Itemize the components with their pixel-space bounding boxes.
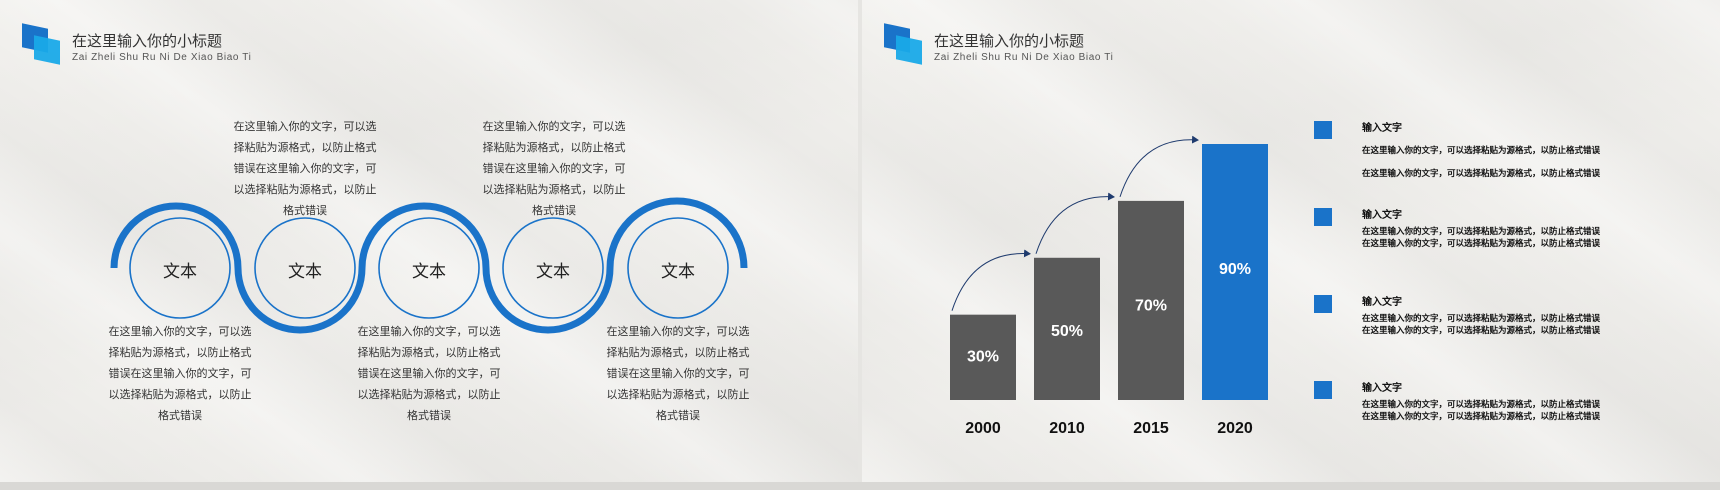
bar-value-label: 70% xyxy=(1135,297,1167,314)
bar-2000 xyxy=(950,314,1016,400)
wave-circles-graphic xyxy=(110,197,748,334)
circle-2 xyxy=(254,217,356,319)
legend-square-icon xyxy=(1314,295,1332,313)
top-paragraph-2: 在这里输入你的文字，可以选 择粘贴为源格式，以防止格式 错误在这里输入你的文字，可以… xyxy=(482,121,626,217)
legend-text-line: 在这里输入你的文字，可以选择粘贴为源格式，以防止格式错误 xyxy=(1362,313,1601,323)
left-slide: 在这里输入你的小标题 Zai Zheli Shu Ru Ni De Xiao B… xyxy=(0,0,858,482)
growth-arrow xyxy=(1035,192,1115,254)
legend-square-icon xyxy=(1314,381,1332,399)
wave-arc-1 xyxy=(110,202,242,269)
legend-title: 输入文字 xyxy=(1362,297,1402,308)
page-title: 在这里输入你的小标题 xyxy=(934,33,1085,50)
bottom-paragraph-1: 在这里输入你的文字，可以选 择粘贴为源格式，以防止格式 错误在这里输入你的文字，可以… xyxy=(108,326,252,422)
category-label: 2000 xyxy=(965,420,1001,437)
growth-arrow xyxy=(1119,135,1199,198)
legend-title: 输入文字 xyxy=(1362,123,1402,134)
bar-chart: 30% 2000 50% 2010 70% 2015 90% 2020 xyxy=(950,135,1268,437)
circle-label-3: 文本 xyxy=(412,262,446,281)
growth-arrow xyxy=(951,249,1031,311)
wave-arc-4 xyxy=(482,267,614,334)
bottom-paragraph-2: 在这里输入你的文字，可以选 择粘贴为源格式，以防止格式 错误在这里输入你的文字，可以… xyxy=(357,326,501,422)
category-label: 2010 xyxy=(1049,420,1085,437)
bar-2015 xyxy=(1118,200,1184,400)
bar-value-label: 50% xyxy=(1051,323,1083,340)
legend-square-icon xyxy=(1314,121,1332,139)
page-title: 在这里输入你的小标题 xyxy=(72,33,223,50)
circle-label-4: 文本 xyxy=(536,262,570,281)
bar-value-label: 90% xyxy=(1219,261,1251,278)
legend-title: 输入文字 xyxy=(1362,210,1402,221)
category-label: 2015 xyxy=(1133,420,1169,437)
wave-arc-5 xyxy=(606,197,748,269)
wave-arc-2 xyxy=(234,267,366,334)
legend-square-icon xyxy=(1314,208,1332,226)
legend-text-line: 在这里输入你的文字，可以选择粘贴为源格式，以防止格式错误 xyxy=(1362,238,1601,248)
circle-5 xyxy=(627,217,729,319)
circle-3 xyxy=(378,217,480,319)
bar-2020 xyxy=(1202,144,1268,400)
legend-text-line: 在这里输入你的文字，可以选择粘贴为源格式，以防止格式错误 xyxy=(1362,226,1601,236)
bar-value-label: 30% xyxy=(967,349,999,366)
bar-2010 xyxy=(1034,257,1100,400)
right-slide: 在这里输入你的小标题 Zai Zheli Shu Ru Ni De Xiao B… xyxy=(862,0,1720,482)
legend-text-line: 在这里输入你的文字，可以选择粘贴为源格式，以防止格式错误 xyxy=(1362,145,1601,155)
legend-text-line: 在这里输入你的文字，可以选择粘贴为源格式，以防止格式错误 xyxy=(1362,325,1601,335)
legend-text-line: 在这里输入你的文字，可以选择粘贴为源格式，以防止格式错误 xyxy=(1362,399,1601,409)
bottom-strip xyxy=(0,482,1720,490)
circle-label-2: 文本 xyxy=(288,262,322,281)
circle-1 xyxy=(129,217,231,319)
top-paragraph-1: 在这里输入你的文字，可以选 择粘贴为源格式，以防止格式 错误在这里输入你的文字，可以… xyxy=(233,121,377,217)
page-subtitle: Zai Zheli Shu Ru Ni De Xiao Biao Ti xyxy=(72,52,252,63)
legend-title: 输入文字 xyxy=(1362,383,1402,394)
page-subtitle: Zai Zheli Shu Ru Ni De Xiao Biao Ti xyxy=(934,52,1114,63)
legend-text-line: 在这里输入你的文字，可以选择粘贴为源格式，以防止格式错误 xyxy=(1362,411,1601,421)
bottom-paragraph-3: 在这里输入你的文字，可以选 择粘贴为源格式，以防止格式 错误在这里输入你的文字，可以… xyxy=(606,326,750,422)
legend-text-line: 在这里输入你的文字，可以选择粘贴为源格式，以防止格式错误 xyxy=(1362,168,1601,178)
circle-label-1: 文本 xyxy=(163,262,197,281)
wave-arc-3 xyxy=(358,202,490,269)
category-label: 2020 xyxy=(1217,420,1253,437)
circle-label-5: 文本 xyxy=(661,262,695,281)
circle-4 xyxy=(502,217,604,319)
